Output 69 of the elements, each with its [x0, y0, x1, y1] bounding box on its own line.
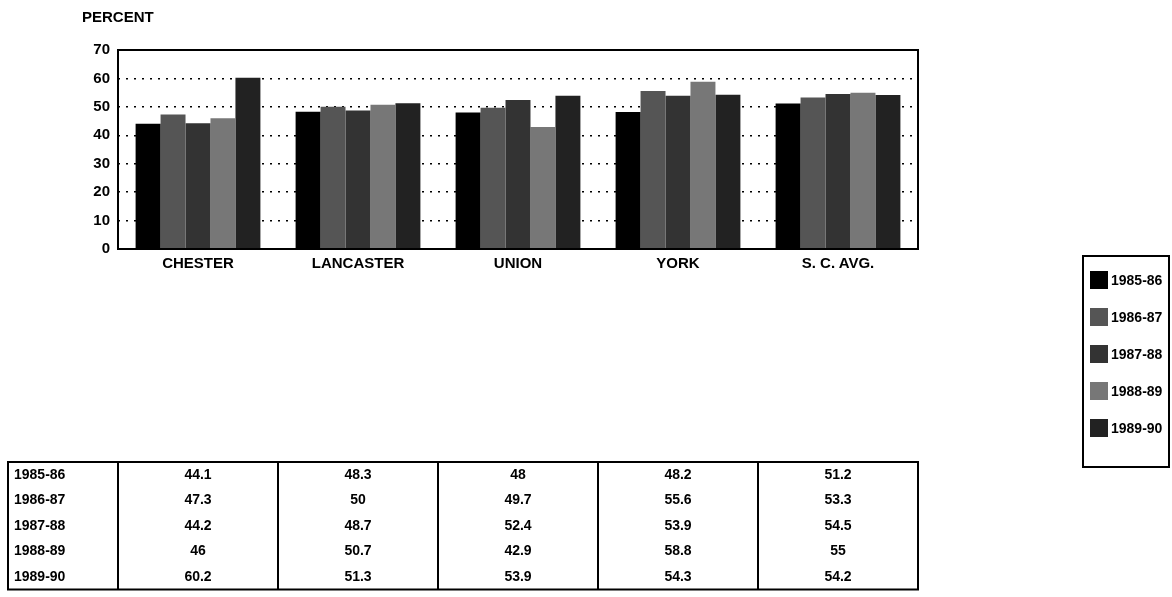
legend-label: 1988-89: [1111, 383, 1163, 399]
y-tick-label: 40: [93, 125, 110, 143]
y-tick-label: 0: [101, 239, 110, 257]
bar: [715, 94, 741, 249]
legend-label: 1985-86: [1111, 272, 1163, 288]
data-label: 54.2: [824, 567, 852, 584]
bar: [395, 103, 421, 249]
data-label: 48.7: [344, 516, 372, 533]
y-tick-label: 50: [93, 97, 110, 114]
bar: [690, 81, 716, 249]
data-label: 47.3: [184, 491, 212, 508]
data-label: 54.5: [824, 516, 852, 533]
data-label: 48: [510, 465, 526, 482]
data-label: 55.6: [664, 491, 692, 508]
data-label: 49.7: [504, 491, 532, 508]
data-label: 60.2: [184, 567, 212, 584]
data-label: 53.3: [824, 491, 852, 508]
y-tick-label: 30: [93, 153, 110, 171]
text: 1986-87: [14, 491, 66, 508]
text: 1987-88: [14, 516, 66, 533]
data-label: 50.7: [344, 542, 372, 559]
bar: [370, 104, 396, 249]
bar: [210, 118, 236, 249]
text: 1985-86: [14, 465, 66, 482]
text: 1988-89: [14, 542, 66, 559]
bar: [480, 107, 506, 249]
bar: [875, 94, 901, 249]
data-label: 51.2: [824, 465, 852, 482]
bar: [320, 106, 346, 249]
bar: [640, 90, 666, 249]
bar: [185, 123, 211, 249]
legend-label: 1987-88: [1111, 346, 1163, 362]
bar: [800, 97, 826, 249]
bar: [235, 77, 261, 249]
bar: [850, 92, 876, 249]
data-label: 44.1: [184, 465, 212, 482]
bar: [530, 127, 556, 249]
y-tick-label: 70: [93, 40, 110, 58]
data-label: 50: [350, 491, 366, 508]
x-tick-label: UNION: [493, 254, 543, 272]
bar: [345, 110, 371, 249]
data-label: 53.9: [664, 516, 692, 533]
data-label: 48.2: [664, 465, 692, 482]
data-label: 44.2: [184, 516, 212, 533]
data-label: 46: [190, 542, 206, 559]
bar: [555, 95, 581, 249]
data-label: 42.9: [504, 542, 532, 559]
data-label: 58.8: [664, 542, 692, 559]
bar: [665, 95, 691, 249]
y-tick-label: 10: [93, 210, 110, 228]
text: 1989-90: [14, 567, 66, 584]
legend-label: 1989-90: [1111, 420, 1163, 436]
x-tick-label: S. C. AVG.: [801, 254, 875, 272]
y-tick-label: 20: [93, 182, 110, 200]
legend-label: 1986-87: [1111, 309, 1163, 325]
data-label: 54.3: [664, 567, 692, 584]
data-label: 51.3: [344, 567, 372, 584]
x-tick-label: LANCASTER: [311, 254, 405, 272]
x-tick-label: YORK: [656, 254, 700, 272]
y-tick-label: 60: [93, 68, 110, 86]
data-label: 53.9: [504, 567, 532, 584]
bar: [160, 114, 186, 249]
data-label: 52.4: [504, 516, 532, 533]
bar: [825, 94, 851, 249]
bar: [505, 100, 531, 249]
data-label: 48.3: [344, 465, 372, 482]
data-label: 55: [830, 542, 846, 559]
x-tick-label: CHESTER: [162, 254, 234, 272]
y-axis-title: PERCENT: [82, 8, 154, 25]
